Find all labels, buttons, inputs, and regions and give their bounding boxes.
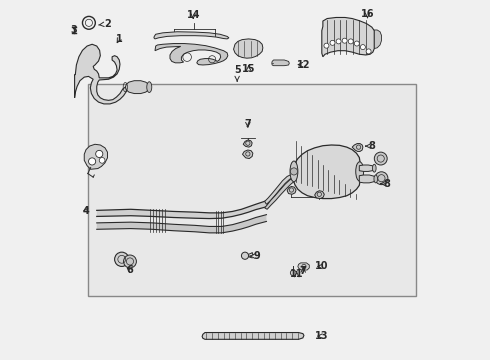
Circle shape [348, 39, 353, 44]
Polygon shape [155, 44, 228, 65]
Circle shape [354, 41, 359, 46]
Text: 7: 7 [300, 266, 307, 276]
Circle shape [115, 252, 129, 266]
Polygon shape [74, 44, 126, 104]
Circle shape [330, 40, 335, 45]
Polygon shape [374, 30, 381, 49]
Polygon shape [202, 333, 304, 339]
Circle shape [99, 157, 105, 163]
Polygon shape [298, 263, 309, 270]
Text: 8: 8 [381, 179, 391, 189]
Text: 15: 15 [242, 64, 255, 74]
Text: 3: 3 [71, 25, 77, 35]
Polygon shape [84, 144, 107, 169]
Text: 7: 7 [245, 118, 251, 129]
Ellipse shape [374, 175, 377, 183]
Polygon shape [234, 39, 263, 58]
Text: 1: 1 [116, 34, 122, 44]
Text: 6: 6 [126, 265, 133, 275]
Polygon shape [352, 144, 363, 152]
Ellipse shape [147, 82, 152, 93]
Text: 5: 5 [234, 65, 241, 81]
Polygon shape [265, 174, 294, 204]
Polygon shape [292, 145, 360, 199]
Text: 4: 4 [83, 206, 89, 216]
Circle shape [366, 49, 371, 54]
Circle shape [291, 270, 296, 276]
Polygon shape [322, 18, 374, 57]
Circle shape [242, 252, 248, 259]
Polygon shape [359, 175, 376, 183]
Circle shape [360, 45, 366, 50]
Circle shape [324, 43, 329, 48]
Text: 13: 13 [315, 331, 329, 341]
Circle shape [291, 168, 297, 175]
Polygon shape [97, 215, 267, 233]
Text: 9: 9 [250, 251, 260, 261]
Circle shape [336, 39, 341, 44]
Polygon shape [243, 150, 253, 158]
Polygon shape [125, 81, 149, 94]
Ellipse shape [372, 164, 376, 172]
Text: 2: 2 [98, 19, 111, 29]
Circle shape [89, 158, 96, 165]
Text: 12: 12 [296, 60, 310, 69]
Circle shape [374, 152, 387, 165]
Text: 10: 10 [315, 261, 329, 271]
Polygon shape [154, 32, 229, 39]
Ellipse shape [356, 162, 364, 181]
Circle shape [342, 38, 347, 43]
Polygon shape [243, 140, 252, 147]
Polygon shape [315, 191, 324, 199]
Text: 8: 8 [366, 141, 376, 151]
Circle shape [375, 172, 388, 185]
Polygon shape [272, 60, 289, 66]
Bar [88, 84, 416, 296]
Polygon shape [287, 186, 296, 194]
Circle shape [123, 255, 136, 268]
Text: 16: 16 [361, 9, 374, 19]
Text: 14: 14 [187, 10, 200, 20]
Circle shape [96, 150, 103, 157]
Polygon shape [97, 201, 267, 219]
Text: 11: 11 [290, 269, 303, 279]
Polygon shape [265, 177, 295, 209]
Ellipse shape [290, 161, 298, 182]
Polygon shape [359, 165, 374, 171]
